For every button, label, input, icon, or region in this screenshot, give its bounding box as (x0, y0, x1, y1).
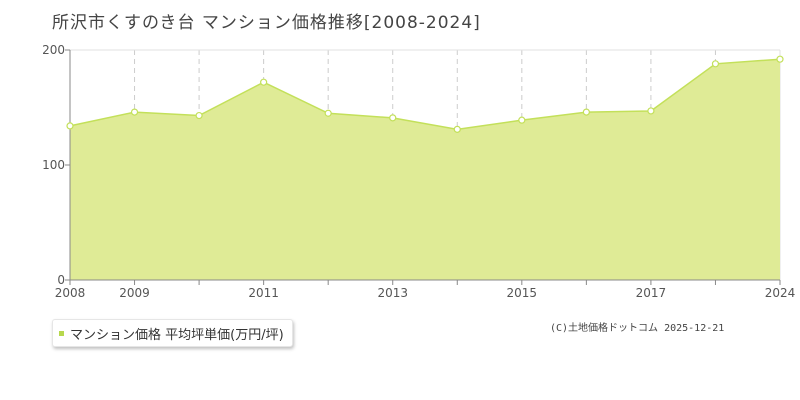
data-point (647, 107, 655, 115)
x-tick-label: 2015 (507, 286, 538, 300)
data-point (324, 109, 332, 117)
data-point (195, 111, 203, 120)
area-fill (70, 59, 780, 281)
y-tick-labels: 0 100 200 (42, 43, 65, 287)
price-chart: 2008 2009 2011 2013 2015 2017 2024 0 100 200 (42, 43, 796, 300)
y-tick-label: 0 (57, 273, 65, 287)
legend: マンション価格 平均坪単価(万円/坪) (52, 319, 293, 347)
series-line (69, 58, 781, 131)
data-point (776, 55, 784, 63)
x-tick-label: 2009 (119, 286, 150, 300)
data-point (389, 114, 397, 122)
legend-label: マンション価格 平均坪単価(万円/坪) (70, 327, 284, 343)
x-tick-label: 2017 (636, 286, 667, 300)
credit-text: (C)土地価格ドットコム 2025-12-21 (550, 323, 725, 334)
legend-swatch (59, 330, 64, 336)
data-point (66, 122, 74, 130)
data-point (518, 116, 526, 124)
x-tick-label: 2013 (377, 286, 408, 300)
data-point (711, 60, 720, 68)
y-tick-label: 200 (42, 43, 65, 57)
x-tick-label: 2024 (765, 286, 796, 300)
data-point (130, 108, 139, 116)
chart-title: 所沢市くすのき台 マンション価格推移[2008-2024] (52, 13, 481, 33)
data-point (453, 125, 461, 133)
y-tick-label: 100 (42, 158, 65, 172)
data-point (260, 78, 268, 86)
x-tick-label: 2008 (55, 286, 86, 300)
x-tick-label: 2011 (248, 286, 279, 300)
x-tick-labels: 2008 2009 2011 2013 2015 2017 2024 (55, 286, 796, 300)
data-markers (66, 55, 784, 133)
data-point (582, 108, 590, 116)
axes (65, 49, 781, 285)
